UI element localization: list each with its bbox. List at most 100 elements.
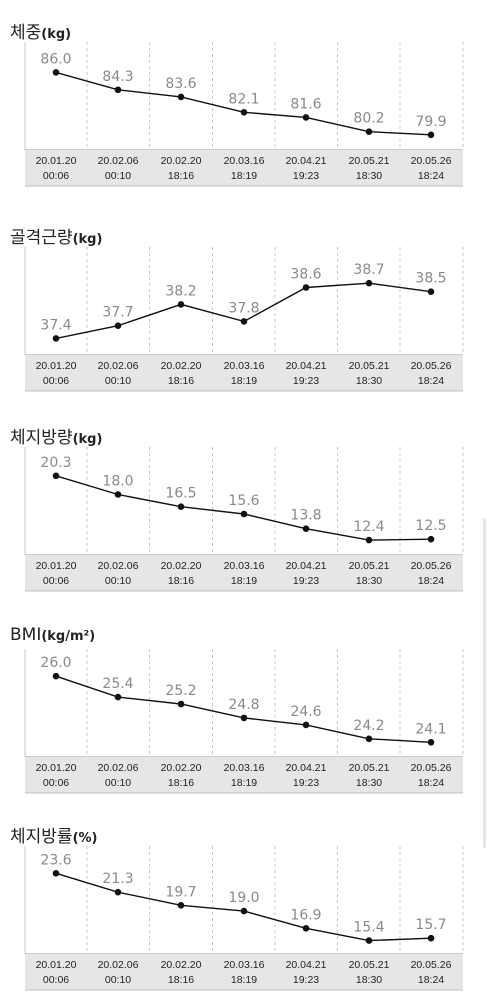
x-tick-time: 19:23: [293, 375, 319, 387]
data-label: 15.7: [415, 917, 446, 933]
data-label: 16.9: [290, 907, 321, 923]
x-tick-time: 00:10: [105, 575, 131, 587]
data-label: 37.8: [228, 300, 259, 316]
x-axis-band: [25, 150, 463, 186]
scrollbar[interactable]: [483, 518, 486, 848]
data-label: 18.0: [102, 474, 133, 490]
x-tick-time: 18:19: [231, 974, 257, 986]
x-tick-date: 20.05.26: [411, 155, 452, 167]
x-tick-time: 18:24: [418, 170, 444, 182]
data-point: [177, 301, 185, 308]
chart-title: 골격근량(kg): [10, 223, 102, 248]
data-label: 15.4: [353, 920, 384, 936]
x-tick-time: 18:19: [231, 170, 257, 182]
x-tick-time: 00:06: [43, 777, 69, 789]
x-tick-time: 19:23: [293, 575, 319, 587]
x-tick-date: 20.02.06: [98, 762, 139, 774]
x-tick-date: 20.02.06: [98, 155, 139, 167]
x-tick-time: 18:19: [231, 575, 257, 587]
x-tick-date: 20.05.21: [349, 155, 390, 167]
x-tick-time: 18:24: [418, 575, 444, 587]
data-label: 25.4: [102, 676, 133, 692]
x-tick-time: 18:24: [418, 777, 444, 789]
data-point: [427, 934, 435, 942]
x-tick-time: 18:19: [231, 375, 257, 387]
x-tick-time: 00:10: [105, 170, 131, 182]
x-axis-band: [25, 757, 463, 793]
x-tick-date: 20.02.20: [161, 560, 202, 572]
data-point: [177, 93, 185, 101]
x-tick-time: 00:06: [43, 974, 69, 986]
line-chart: 20.01.20 00:06 20.02.06 00:10 20.02.20 18:16 2…: [24, 846, 464, 991]
data-label: 26.0: [40, 655, 71, 671]
data-label: 19.7: [165, 884, 196, 900]
data-label: 24.8: [228, 697, 259, 713]
data-point: [240, 109, 248, 116]
data-point: [365, 128, 373, 135]
x-tick-time: 18:30: [356, 375, 382, 387]
data-label: 19.0: [228, 890, 259, 906]
data-point: [302, 525, 310, 532]
chart-title-text: 골격근량: [10, 228, 73, 248]
x-tick-time: 18:16: [168, 777, 194, 789]
data-label: 12.5: [415, 518, 446, 534]
data-point: [52, 472, 60, 480]
x-tick-date: 20.05.26: [411, 762, 452, 774]
x-tick-date: 20.02.06: [98, 560, 139, 572]
data-point: [240, 907, 248, 915]
data-point: [365, 735, 373, 743]
x-tick-date: 20.05.26: [411, 360, 452, 372]
x-tick-date: 20.05.26: [411, 959, 452, 971]
data-point: [52, 335, 60, 342]
data-point: [52, 870, 60, 877]
x-tick-time: 00:10: [105, 777, 131, 789]
x-tick-date: 20.05.21: [349, 560, 390, 572]
chart-title-text: BMI: [10, 625, 42, 645]
data-label: 16.5: [165, 486, 196, 502]
chart-title: 체지방률(%): [10, 822, 97, 847]
data-label: 24.1: [415, 721, 446, 737]
x-tick-time: 18:30: [356, 777, 382, 789]
x-tick-date: 20.01.20: [36, 360, 77, 372]
x-axis-band: [25, 954, 463, 990]
x-tick-date: 20.04.21: [286, 360, 327, 372]
x-tick-time: 00:10: [105, 974, 131, 986]
data-label: 21.3: [102, 871, 133, 887]
data-point: [114, 888, 122, 896]
data-point: [177, 902, 185, 909]
x-tick-date: 20.05.21: [349, 762, 390, 774]
x-tick-time: 18:24: [418, 974, 444, 986]
data-label: 37.4: [40, 317, 71, 333]
data-point: [240, 714, 248, 722]
x-tick-time: 18:16: [168, 170, 194, 182]
chart-unit: (kg): [72, 432, 103, 447]
data-point: [365, 536, 373, 544]
line-chart: 20.01.20 00:06 20.02.06 00:10 20.02.20 18:16 2…: [24, 42, 464, 187]
x-tick-date: 20.03.16: [224, 560, 265, 572]
data-point: [302, 721, 310, 729]
x-axis-band: [25, 355, 463, 391]
chart-unit: (kg): [72, 232, 103, 247]
chart-title: 체중(kg): [10, 18, 71, 43]
chart-unit: (kg): [41, 27, 72, 42]
x-tick-time: 00:06: [43, 170, 69, 182]
data-point: [114, 86, 122, 94]
chart-title: 체지방량(kg): [10, 423, 102, 448]
x-tick-date: 20.03.16: [224, 959, 265, 971]
x-tick-date: 20.03.16: [224, 762, 265, 774]
x-axis-band: [25, 555, 463, 591]
data-label: 23.6: [40, 852, 71, 868]
x-tick-time: 18:30: [356, 170, 382, 182]
data-label: 24.2: [353, 718, 384, 734]
data-label: 25.2: [165, 683, 196, 699]
chart-unit: (%): [72, 831, 98, 846]
data-point: [114, 322, 122, 329]
x-tick-date: 20.02.06: [98, 959, 139, 971]
x-tick-date: 20.05.21: [349, 360, 390, 372]
data-label: 37.7: [102, 305, 133, 321]
data-point: [240, 318, 248, 325]
x-tick-date: 20.03.16: [224, 155, 265, 167]
data-point: [177, 503, 185, 510]
x-tick-date: 20.02.20: [161, 155, 202, 167]
data-point: [177, 700, 185, 708]
